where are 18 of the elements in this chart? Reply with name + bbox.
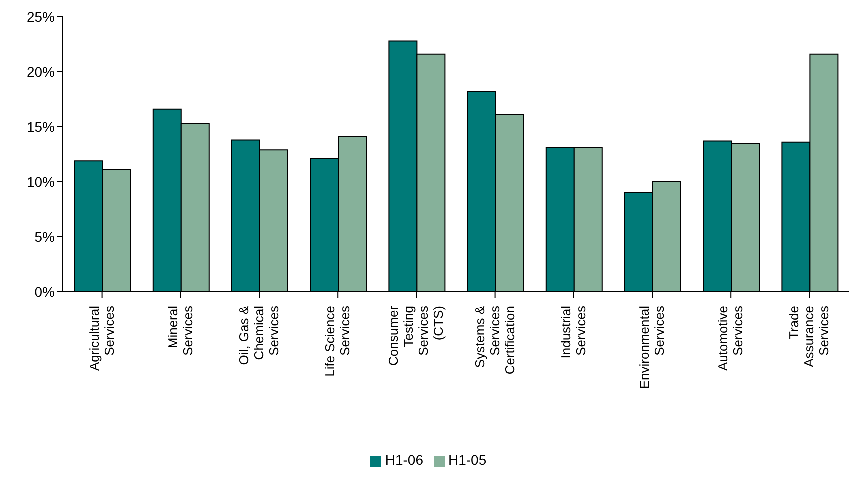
x-tick-label: Environmental Services [637,306,667,390]
x-tick-label: Mineral Services [165,306,196,356]
x-tick-label: Agricultural Services [86,306,117,372]
y-tick-label: 25% [26,8,55,25]
legend-label: H1-05 [448,452,487,468]
y-tick-label: 15% [26,118,55,135]
x-tick-label: Life Science Services [322,306,353,377]
x-tick-label: Trade Assurance Services [786,306,832,368]
x-tick-label: Oil, Gas & Chemical Services [236,306,282,366]
y-tick-label: 5% [34,228,55,245]
legend-label: H1-06 [385,452,424,468]
x-tick-label: Systems & Services Certification [472,306,518,375]
x-tick-label: Consumer Testing Services (CTS) [386,305,446,366]
y-tick-label: 10% [26,174,55,190]
x-tick-label: Industrial Services [558,306,588,359]
x-tick-label: Automotive Services [716,306,746,372]
y-tick-label: 20% [26,64,55,80]
y-tick-label: 0% [34,284,55,300]
